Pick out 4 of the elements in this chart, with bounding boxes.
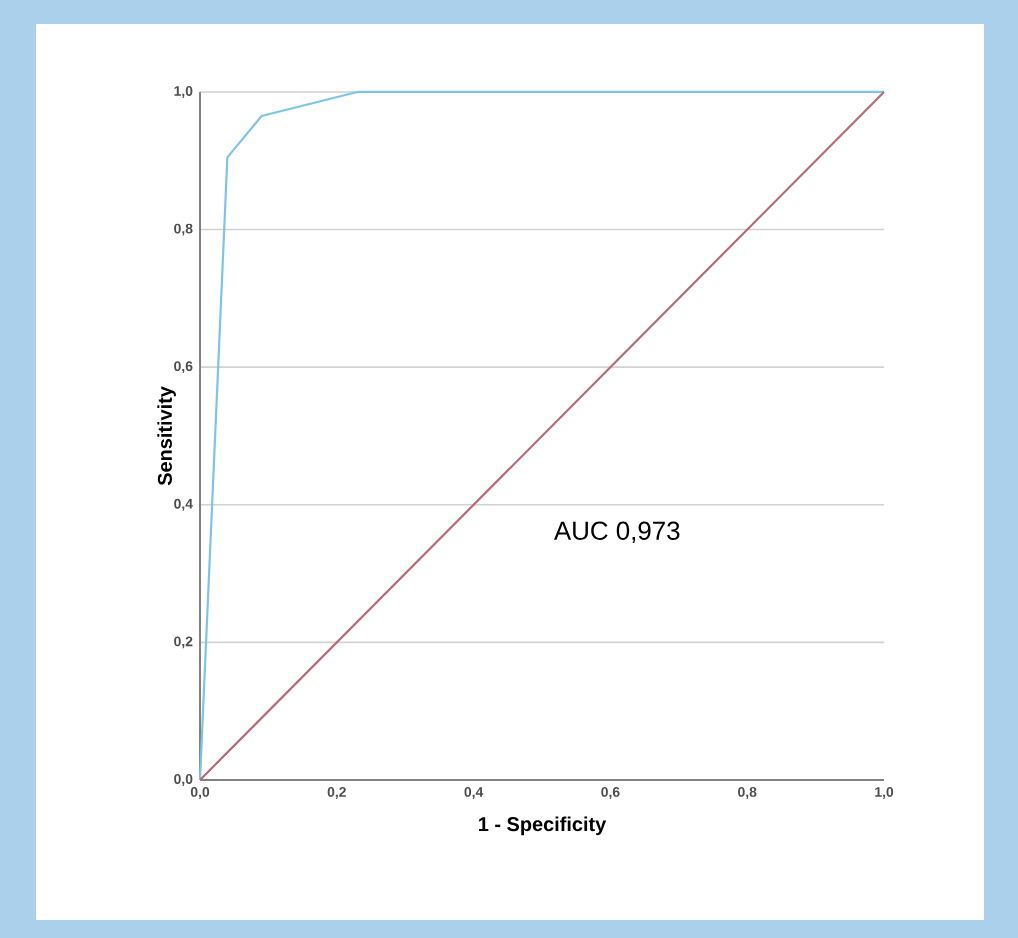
y-axis-title: Sensitivity — [157, 386, 176, 486]
x-axis-title: 1 - Specificity — [479, 816, 607, 836]
line-series — [198, 90, 886, 782]
annotation: AUC 0,973 — [553, 521, 680, 543]
